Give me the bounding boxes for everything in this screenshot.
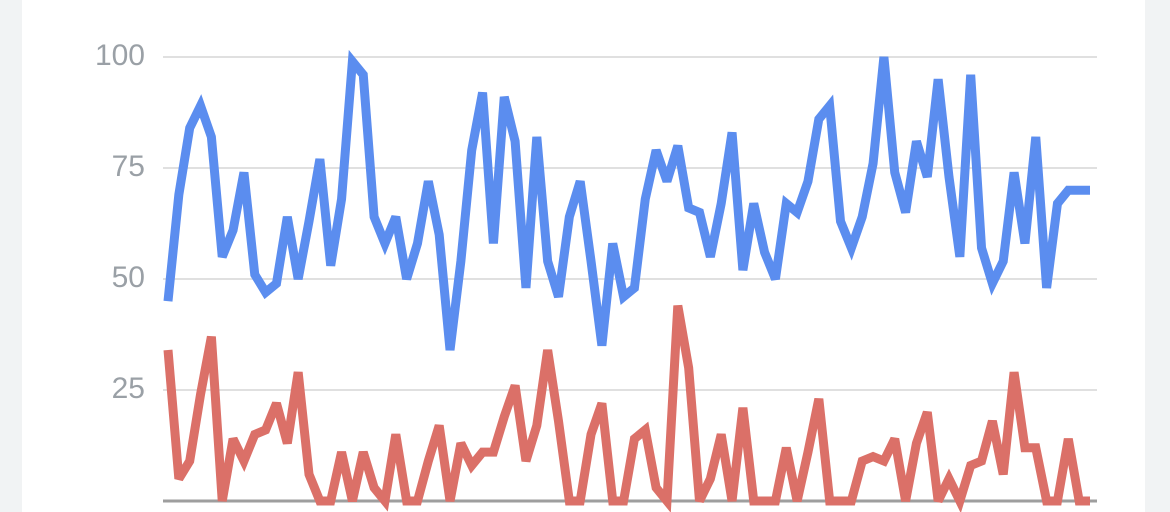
series-line bbox=[163, 304, 1090, 512]
y-tick-label: 50 bbox=[112, 261, 145, 294]
series-line bbox=[163, 49, 1090, 351]
y-tick-label: 25 bbox=[112, 372, 145, 405]
y-tick-label: 75 bbox=[112, 150, 145, 183]
y-tick-label: 100 bbox=[95, 39, 145, 72]
